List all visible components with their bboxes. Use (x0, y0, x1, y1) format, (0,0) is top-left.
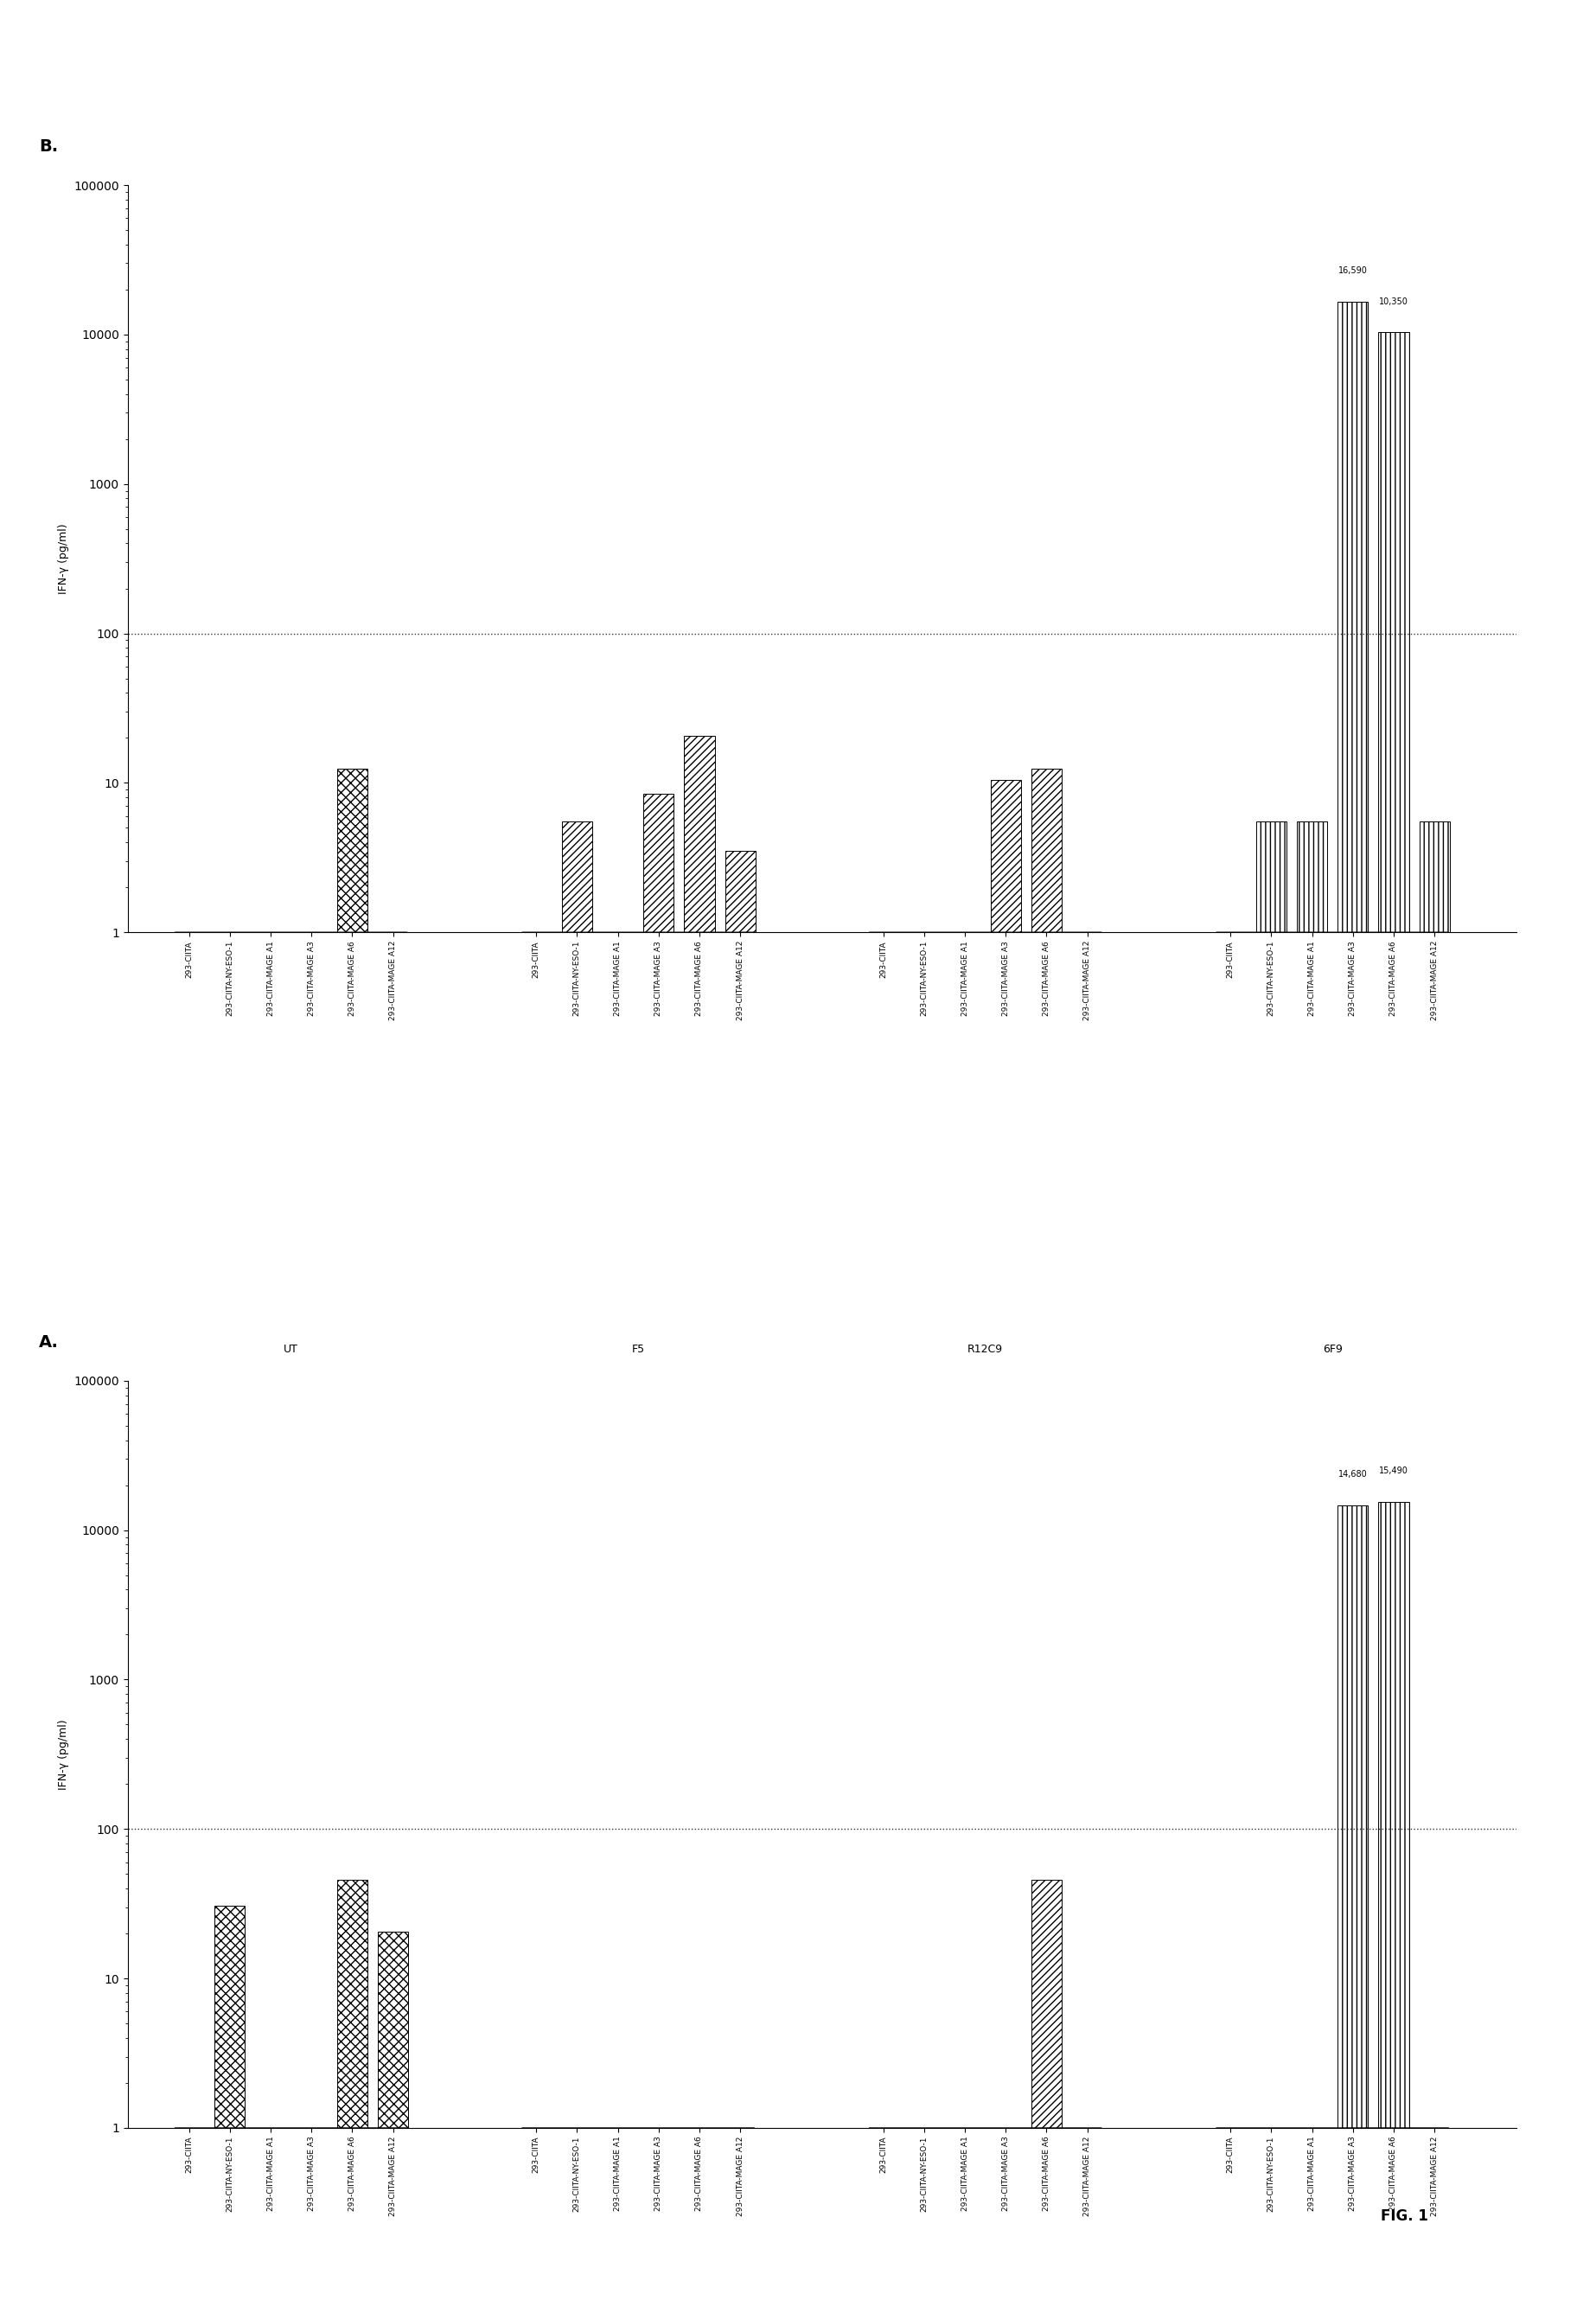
Text: 6F9: 6F9 (1323, 1344, 1342, 1355)
Y-axis label: IFN-γ (pg/ml): IFN-γ (pg/ml) (57, 1719, 69, 1790)
Bar (1031, 768, 1061, 978)
Bar (991, 779, 1021, 978)
Text: R12C9: R12C9 (967, 1344, 1002, 1355)
Bar (1296, 821, 1328, 978)
Text: UT: UT (284, 1344, 298, 1355)
Text: B.: B. (40, 139, 59, 155)
Bar (1419, 821, 1449, 978)
Bar (378, 1931, 409, 2172)
Bar (1256, 821, 1286, 978)
Bar (562, 821, 592, 978)
Bar (643, 793, 674, 978)
Bar (337, 1880, 367, 2172)
Text: FIG. 1: FIG. 1 (1381, 2209, 1428, 2223)
Text: 14,680: 14,680 (1339, 1471, 1368, 1478)
Bar (1379, 333, 1409, 978)
Bar (1337, 301, 1368, 978)
Text: A.: A. (38, 1335, 59, 1351)
Bar (1031, 1880, 1061, 2172)
Bar (214, 1906, 246, 2172)
Bar (337, 768, 367, 978)
Text: 16,590: 16,590 (1337, 266, 1368, 275)
Bar (1337, 1506, 1368, 2172)
Text: 15,490: 15,490 (1379, 1466, 1408, 1476)
Text: 10,350: 10,350 (1379, 298, 1408, 305)
Text: F5: F5 (632, 1344, 645, 1355)
Y-axis label: IFN-γ (pg/ml): IFN-γ (pg/ml) (57, 523, 69, 594)
Bar (685, 736, 715, 978)
Bar (1379, 1501, 1409, 2172)
Bar (725, 851, 755, 978)
